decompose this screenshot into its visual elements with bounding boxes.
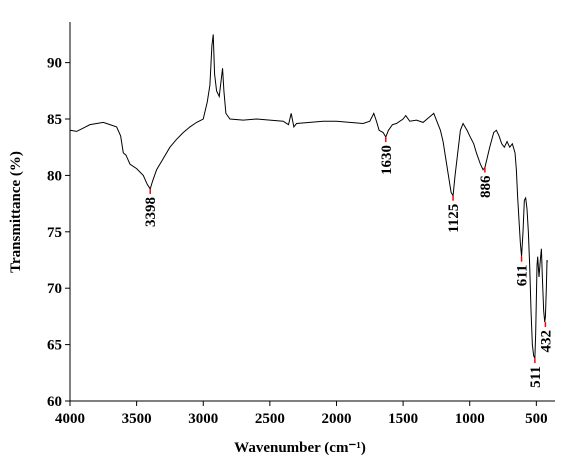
x-axis-label: Wavenumber (cm⁻¹) <box>234 440 366 456</box>
y-tick-label: 65 <box>47 338 62 354</box>
y-tick-label: 85 <box>47 112 62 128</box>
peak-label: 886 <box>478 175 494 198</box>
x-tick-label: 2000 <box>321 411 351 427</box>
x-tick-label: 3500 <box>122 411 152 427</box>
x-tick-label: 1000 <box>455 411 485 427</box>
x-tick-label: 1500 <box>388 411 418 427</box>
x-tick-label: 3000 <box>188 411 218 427</box>
y-tick-label: 70 <box>47 281 62 297</box>
y-tick-label: 75 <box>47 225 62 241</box>
peak-label: 511 <box>528 366 544 388</box>
y-tick-label: 90 <box>47 56 62 72</box>
peak-label: 1125 <box>446 204 462 233</box>
y-axis-label: Transmittance (%) <box>8 151 24 273</box>
peak-label: 1630 <box>379 145 395 175</box>
x-tick-label: 500 <box>525 411 548 427</box>
peak-label: 611 <box>515 265 531 287</box>
peak-label: 432 <box>538 330 554 353</box>
peak-label: 3398 <box>143 197 159 227</box>
spectrum-line <box>69 34 548 361</box>
x-tick-label: 4000 <box>55 411 85 427</box>
y-tick-label: 60 <box>47 394 62 410</box>
y-tick-label: 80 <box>47 168 62 184</box>
x-tick-label: 2500 <box>255 411 285 427</box>
